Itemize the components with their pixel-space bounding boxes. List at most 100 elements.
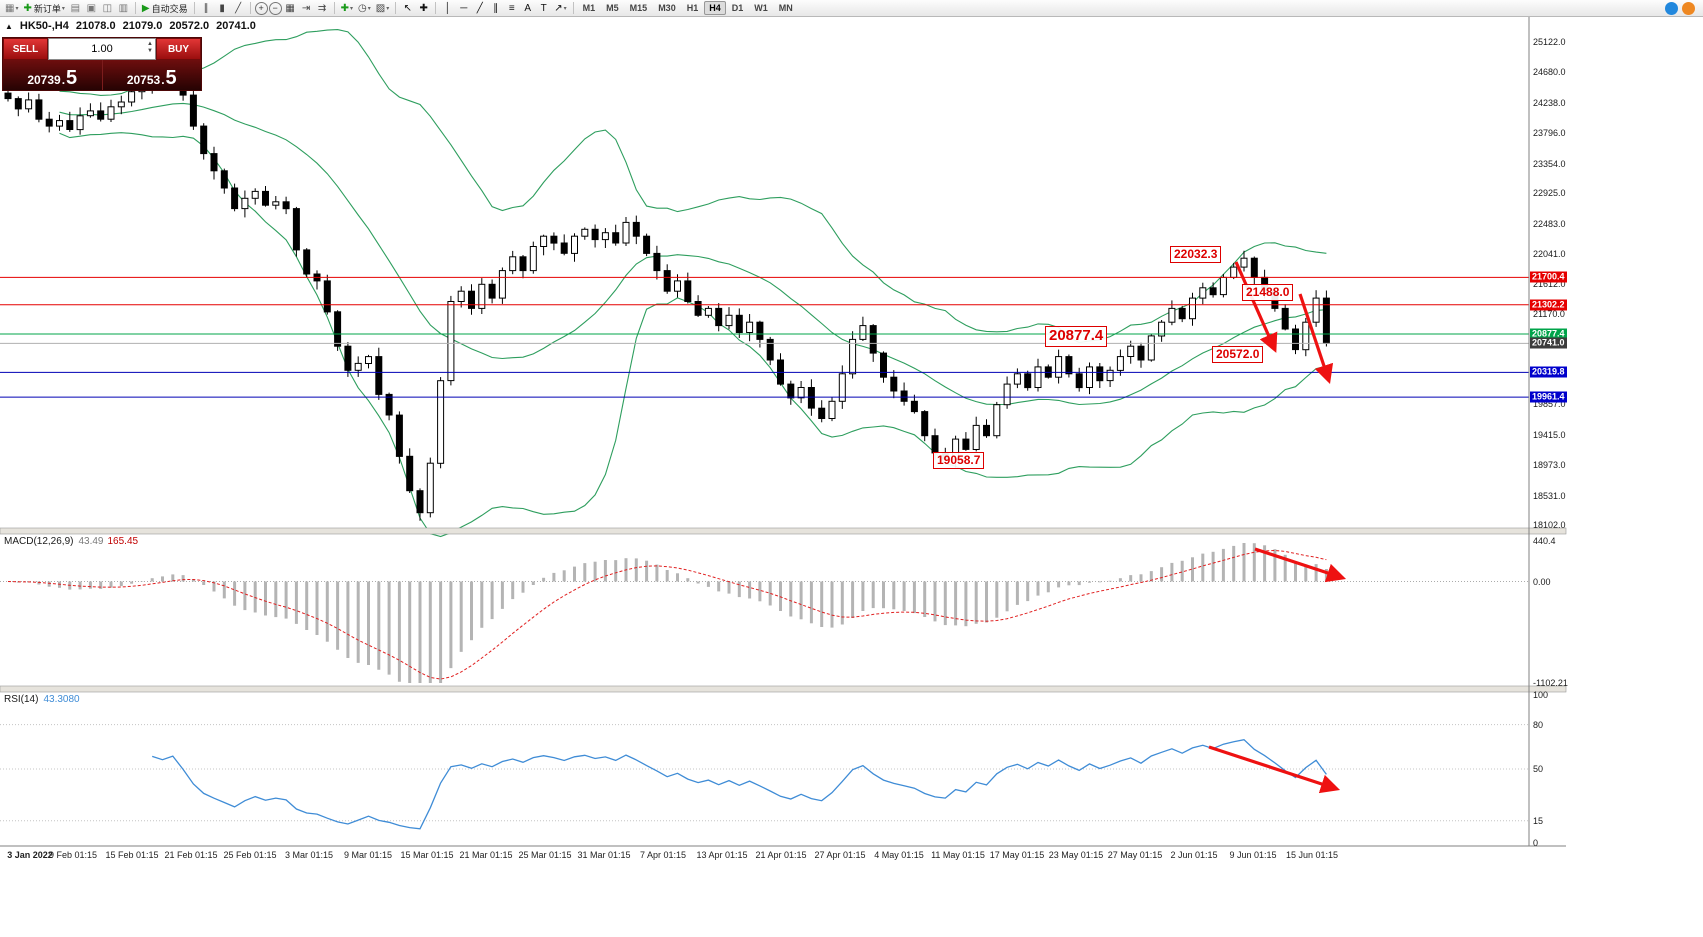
time-label: 27 May 01:15 <box>1107 850 1163 860</box>
price-axis-tick: 18102.0 <box>1533 520 1566 530</box>
toolbar-separator <box>572 2 574 14</box>
volume-field[interactable]: 1.00 ▲ ▼ <box>48 38 156 60</box>
timeframe-mn-button[interactable]: MN <box>778 3 793 13</box>
price-level-badge: 21302.2 <box>1530 299 1567 311</box>
price-axis-tick: 23354.0 <box>1533 158 1566 169</box>
arrows-tool-icon[interactable]: ↗ ▾ <box>552 1 568 16</box>
horizontal-line-icon[interactable]: ─ <box>456 1 471 16</box>
trendline-icon[interactable]: ╱ <box>472 1 487 16</box>
cursor-icon-glyph: ↖ <box>403 2 412 14</box>
chevron-down-icon[interactable]: ▾ <box>367 5 371 12</box>
price-annotation[interactable]: 20877.4 <box>1045 326 1108 347</box>
chevron-down-icon[interactable]: ▾ <box>61 5 65 12</box>
text-icon[interactable]: A <box>520 1 535 16</box>
periods-icon-glyph: ◷ <box>358 2 367 14</box>
rsi-label: RSI(14) 43.3080 <box>4 694 80 705</box>
chevron-down-icon[interactable]: ▾ <box>386 5 390 12</box>
fibonacci-icon-glyph: ≡ <box>508 2 515 14</box>
volume-down-icon[interactable]: ▼ <box>147 48 153 54</box>
timeframe-h1-button[interactable]: H1 <box>686 3 699 13</box>
price-axis-tick: 18531.0 <box>1533 490 1566 501</box>
volume-value: 1.00 <box>91 43 113 55</box>
horizontal-levels[interactable] <box>0 276 1529 398</box>
chevron-down-icon[interactable]: ▾ <box>563 5 567 12</box>
autotrading-button[interactable]: ▶ 自动交易 <box>140 1 190 16</box>
rsi-name: RSI(14) <box>4 694 39 705</box>
timeframe-m15-button[interactable]: M15 <box>629 3 648 13</box>
cursor-icon[interactable]: ↖ <box>400 1 415 16</box>
macd-scale-label: 440.4 <box>1533 536 1556 546</box>
sell-price-pip: 5 <box>66 67 78 89</box>
price-axis-tick: 23796.0 <box>1533 128 1566 139</box>
buy-price-pip: 5 <box>165 67 177 89</box>
data-window-icon[interactable]: ▣ <box>84 1 99 16</box>
time-label: 21 Mar 01:15 <box>459 850 513 860</box>
timeframe-d1-button[interactable]: D1 <box>731 3 744 13</box>
timeframe-w1-button[interactable]: W1 <box>754 3 768 13</box>
zoom-in-icon-glyph: + <box>258 3 264 13</box>
time-label: 3 Jan 2022 <box>7 850 53 860</box>
new-chart-icon[interactable]: ▦ ▾ <box>3 1 20 16</box>
time-label: 21 Feb 01:15 <box>164 850 218 860</box>
timeframe-m5-button[interactable]: M5 <box>606 3 619 13</box>
buy-price[interactable]: 20753. 5 <box>103 60 202 90</box>
zoom-out-icon[interactable]: − <box>268 1 282 15</box>
chart-shift-icon[interactable]: ⇉ <box>315 1 330 16</box>
chart-symbol-bar: ▲ HK50-,H4 21078.0 21079.0 20572.0 20741… <box>5 20 256 32</box>
sell-price[interactable]: 20739. 5 <box>3 60 103 90</box>
chart-shift-icon-glyph: ⇉ <box>317 2 327 14</box>
vertical-line-icon[interactable]: │ <box>440 1 455 16</box>
price-annotation[interactable]: 22032.3 <box>1170 246 1222 263</box>
price-annotation[interactable]: 21488.0 <box>1242 284 1294 301</box>
pane-splitters[interactable] <box>0 527 1567 693</box>
sell-button[interactable]: SELL <box>3 38 48 60</box>
timeframe-m30-button[interactable]: M30 <box>658 3 676 13</box>
autotrading-button-label: 自动交易 <box>151 3 188 14</box>
time-label: 17 May 01:15 <box>989 850 1045 860</box>
text-label-icon-glyph: T <box>540 2 547 14</box>
periods-icon[interactable]: ◷ ▾ <box>356 1 373 16</box>
chart-canvas[interactable] <box>0 0 1703 862</box>
terminal-icon[interactable]: ▥ <box>116 1 131 16</box>
tile-windows-icon[interactable]: ▦ <box>283 1 298 16</box>
timeframe-m1-button[interactable]: M1 <box>582 3 596 13</box>
channel-icon[interactable]: ∥ <box>488 1 503 16</box>
line-chart-icon[interactable]: ╱ <box>231 1 246 16</box>
market-watch-icon[interactable]: ▤ <box>68 1 83 16</box>
price-axis-tick: 19857.0 <box>1533 399 1566 410</box>
time-label: 11 May 01:15 <box>931 850 985 860</box>
chevron-down-icon[interactable]: ▾ <box>15 5 19 12</box>
trend-arrows[interactable] <box>1208 261 1347 794</box>
macd-name: MACD(12,26,9) <box>4 536 74 547</box>
new-order-button-glyph: ✚ <box>23 2 32 14</box>
ohlc-open: 21078.0 <box>75 20 116 32</box>
templates-icon[interactable]: ▨ ▾ <box>374 1 391 16</box>
fibonacci-icon[interactable]: ≡ <box>504 1 519 16</box>
candlestick-chart-icon[interactable]: ▮ <box>215 1 230 16</box>
time-label: 25 Feb 01:15 <box>223 850 277 860</box>
sell-price-dot: . <box>61 73 66 87</box>
crosshair-icon[interactable]: ✚ <box>416 1 431 16</box>
price-annotation[interactable]: 20572.0 <box>1212 346 1264 363</box>
navigator-icon[interactable]: ◫ <box>100 1 115 16</box>
rsi-scale-label: 100 <box>1533 690 1549 700</box>
one-click-trading-panel: SELL 1.00 ▲ ▼ BUY 20739. 5 20753. 5 <box>2 37 202 91</box>
community-icon[interactable] <box>1665 1 1678 15</box>
collapse-trade-panel-icon[interactable]: ▲ <box>5 21 13 31</box>
zoom-in-icon[interactable]: + <box>254 1 268 15</box>
search-icon[interactable] <box>1682 1 1695 15</box>
price-annotation[interactable]: 19058.7 <box>933 452 985 469</box>
bars-chart-icon[interactable]: ∥ <box>199 1 214 16</box>
chevron-down-icon[interactable]: ▾ <box>350 5 354 12</box>
price-axis-tick: 18973.0 <box>1533 460 1566 471</box>
volume-up-icon[interactable]: ▲ <box>147 41 153 47</box>
candles <box>4 68 1330 521</box>
auto-scroll-icon[interactable]: ⇥ <box>299 1 314 16</box>
price-axis-tick: 22483.0 <box>1533 218 1566 229</box>
new-order-button[interactable]: ✚ 新订单 ▾ <box>21 1 66 16</box>
text-label-icon[interactable]: T <box>536 1 551 16</box>
buy-button[interactable]: BUY <box>156 38 201 60</box>
indicators-icon[interactable]: ✚ ▾ <box>339 1 355 16</box>
timeframe-h4-button[interactable]: H4 <box>704 1 726 15</box>
macd-label: MACD(12,26,9) 43.49 165.45 <box>4 536 138 547</box>
